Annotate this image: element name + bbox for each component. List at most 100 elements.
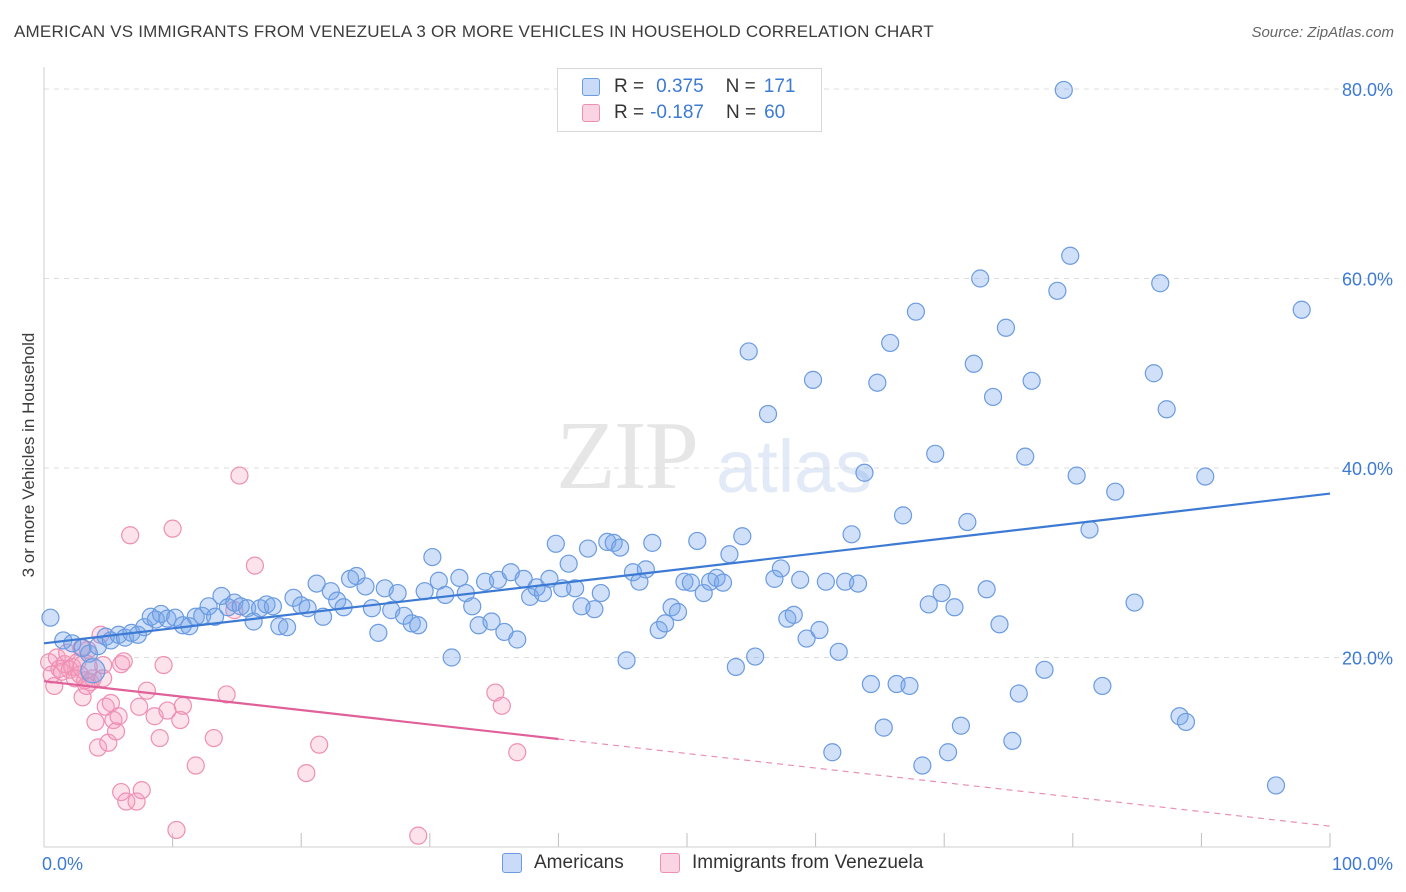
legend-swatch-venezuela: [660, 853, 680, 873]
data-point-venezuela: [310, 735, 329, 754]
data-point-americans: [1176, 712, 1196, 732]
legend-n-value: 60: [764, 102, 786, 123]
data-point-venezuela: [127, 792, 146, 811]
data-point-americans: [739, 342, 758, 361]
data-point-americans: [546, 534, 565, 553]
data-point-americans: [861, 674, 880, 694]
y-axis-label: 3 or more Vehicles in Household: [19, 333, 38, 578]
data-point-americans: [1093, 676, 1112, 696]
data-point-americans: [1125, 593, 1144, 612]
trend-line-venezuela: [43, 680, 559, 741]
data-point-americans: [964, 354, 983, 373]
data-point-americans: [205, 607, 225, 626]
data-point-americans: [277, 618, 297, 637]
legend-swatch-pink: [582, 104, 600, 122]
data-point-americans: [1157, 400, 1176, 419]
data-point-americans: [1003, 731, 1022, 750]
data-point-americans: [257, 595, 276, 614]
data-point-americans: [409, 616, 428, 635]
data-point-americans: [656, 614, 675, 633]
legend-row-venezuela: R = -0.187 N = 60: [582, 101, 785, 125]
legend-swatch-americans: [502, 853, 522, 873]
data-point-americans: [765, 569, 784, 588]
data-point-americans: [199, 597, 218, 616]
data-point-americans: [938, 743, 958, 762]
data-point-americans: [906, 302, 926, 321]
data-point-americans: [919, 595, 938, 614]
chart-title: AMERICAN VS IMMIGRANTS FROM VENEZUELA 3 …: [14, 22, 934, 41]
data-point-americans: [932, 583, 951, 603]
legend-label-americans: Americans: [534, 852, 624, 873]
data-point-americans: [369, 623, 388, 642]
watermark-atlas: atlas: [716, 425, 873, 508]
x-tick-label: 0.0%: [42, 854, 83, 874]
data-point-americans: [803, 370, 823, 389]
data-point-venezuela: [109, 707, 128, 726]
data-point-americans: [402, 614, 421, 633]
data-point-americans: [362, 599, 382, 618]
data-point-americans: [347, 566, 366, 586]
data-point-americans: [990, 615, 1009, 634]
data-point-venezuela: [163, 519, 182, 538]
data-point-venezuela: [245, 556, 265, 575]
data-point-americans: [758, 404, 778, 424]
legend-n-value: 171: [763, 76, 796, 97]
data-point-venezuela: [112, 782, 131, 802]
data-point-venezuela: [167, 820, 186, 840]
legend-n-label: N =: [725, 76, 756, 97]
y-tick-label: 40.0%: [1342, 459, 1393, 479]
data-point-americans: [41, 608, 60, 627]
data-point-americans: [263, 597, 283, 616]
legend-r-label: R =: [614, 102, 645, 123]
data-point-venezuela: [137, 681, 156, 700]
data-point-venezuela: [154, 655, 173, 675]
data-point-venezuela: [88, 738, 108, 757]
data-point-americans: [810, 620, 829, 640]
data-point-americans: [1106, 482, 1125, 501]
data-point-americans: [578, 539, 598, 558]
source-label: Source: ZipAtlas.com: [1251, 24, 1394, 41]
data-point-venezuela: [117, 792, 136, 811]
watermark-zip: ZIP: [556, 402, 699, 510]
legend-swatch-blue: [582, 78, 600, 96]
data-point-americans: [1292, 300, 1311, 319]
data-point-americans: [158, 609, 177, 628]
data-point-venezuela: [186, 756, 205, 775]
data-point-americans: [784, 605, 803, 624]
data-point-americans: [415, 582, 434, 601]
data-point-venezuela: [130, 697, 149, 716]
y-tick-label: 20.0%: [1342, 649, 1393, 669]
legend-r-label: R =: [614, 76, 645, 97]
data-point-venezuela: [171, 710, 190, 730]
data-point-americans: [1144, 364, 1163, 383]
data-point-americans: [797, 629, 816, 648]
trend-line-venezuela-extension: [558, 738, 1331, 827]
data-point-venezuela: [492, 696, 511, 715]
data-point-americans: [423, 547, 442, 567]
data-point-americans: [307, 574, 326, 593]
data-point-venezuela: [114, 652, 133, 671]
data-point-americans: [356, 577, 375, 596]
data-point-americans: [881, 333, 900, 353]
data-point-americans: [1080, 520, 1099, 539]
data-point-americans: [855, 463, 874, 482]
data-point-americans: [649, 620, 668, 640]
y-tick-label: 60.0%: [1342, 270, 1393, 290]
legend-row-americans: R = 0.375 N = 171: [582, 75, 795, 99]
data-point-americans: [1067, 466, 1086, 485]
data-point-americans: [1151, 274, 1170, 293]
series-legend: Americans Immigrants from Venezuela: [0, 852, 1406, 878]
data-point-americans: [482, 612, 501, 631]
data-point-americans: [80, 658, 106, 684]
data-point-americans: [585, 600, 604, 619]
data-point-americans: [463, 597, 482, 616]
data-point-americans: [636, 560, 655, 579]
data-point-americans: [900, 676, 919, 696]
legend-item-venezuela[interactable]: Immigrants from Venezuela: [660, 852, 923, 874]
legend-item-americans[interactable]: Americans: [502, 852, 624, 874]
data-point-americans: [816, 572, 835, 591]
data-point-americans: [166, 608, 185, 627]
data-point-americans: [913, 756, 932, 775]
legend-n-label: N =: [725, 102, 757, 123]
trend-line-americans: [43, 492, 1331, 645]
